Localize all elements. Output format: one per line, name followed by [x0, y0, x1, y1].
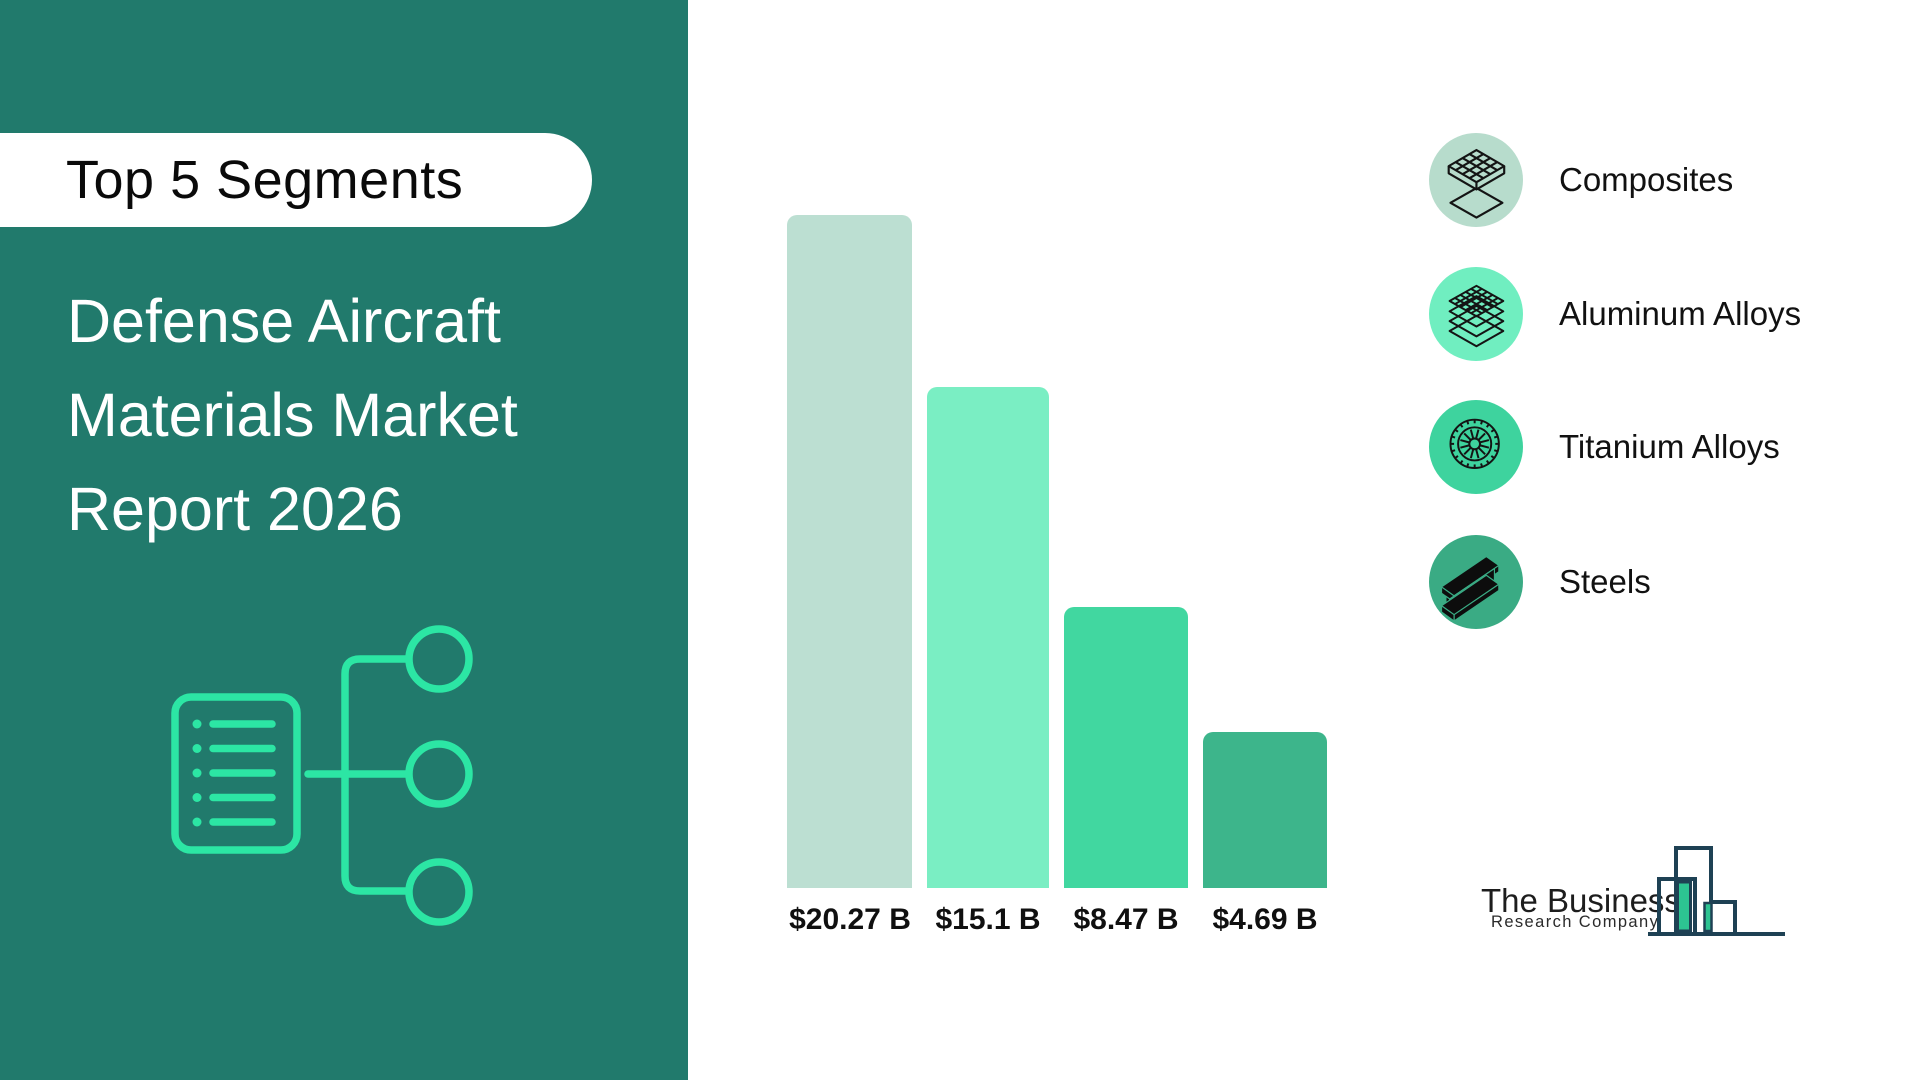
- legend-swatch: [1429, 267, 1523, 361]
- legend-item-label: Aluminum Alloys: [1559, 295, 1802, 332]
- legend-swatch: [1429, 133, 1523, 227]
- steel-ibeam-icon: [1440, 555, 1500, 622]
- document-tree-icon: [171, 625, 473, 926]
- bar-aluminum-alloys: [927, 387, 1049, 888]
- legend-item-label: Composites: [1559, 161, 1734, 198]
- title-line: Defense Aircraft: [67, 287, 501, 355]
- bar-titanium-alloys: [1064, 607, 1188, 888]
- top-segments-badge: Top 5 Segments: [0, 133, 592, 227]
- legend-item-label: Titanium Alloys: [1559, 428, 1780, 465]
- sidebar: Top 5 Segments Defense Aircraft Material…: [0, 0, 688, 1080]
- bar-value-label: $8.47 B: [1073, 903, 1179, 936]
- composite-layers-icon: [1447, 148, 1506, 219]
- legend-item: Titanium Alloys: [1429, 400, 1780, 494]
- logo-subname: Research Company: [1491, 913, 1660, 931]
- bar-value-label: $15.1 B: [935, 903, 1041, 936]
- logo-name: The Business: [1481, 882, 1681, 919]
- legend-item: Steels: [1429, 535, 1651, 629]
- bar-composites: [787, 215, 912, 888]
- bar-value-label: $4.69 B: [1212, 903, 1318, 936]
- legend-item: Composites: [1429, 133, 1733, 227]
- bar-value-label: $20.27 B: [789, 903, 911, 936]
- legend-item-label: Steels: [1559, 563, 1651, 600]
- title-line: Materials Market: [67, 381, 518, 449]
- badge-label: Top 5 Segments: [66, 150, 464, 210]
- titanium-wheel-icon: [1449, 418, 1500, 470]
- report-title: Defense Aircraft Materials Market Report…: [67, 274, 647, 556]
- legend-item: Aluminum Alloys: [1429, 267, 1801, 361]
- bar-steels: [1203, 732, 1327, 888]
- logo-skyline-icon: [1648, 846, 1785, 936]
- aluminum-layers-icon: [1448, 284, 1505, 348]
- legend-swatch: [1429, 400, 1523, 494]
- legend-swatch: [1429, 535, 1523, 629]
- title-line: Report 2026: [67, 475, 403, 543]
